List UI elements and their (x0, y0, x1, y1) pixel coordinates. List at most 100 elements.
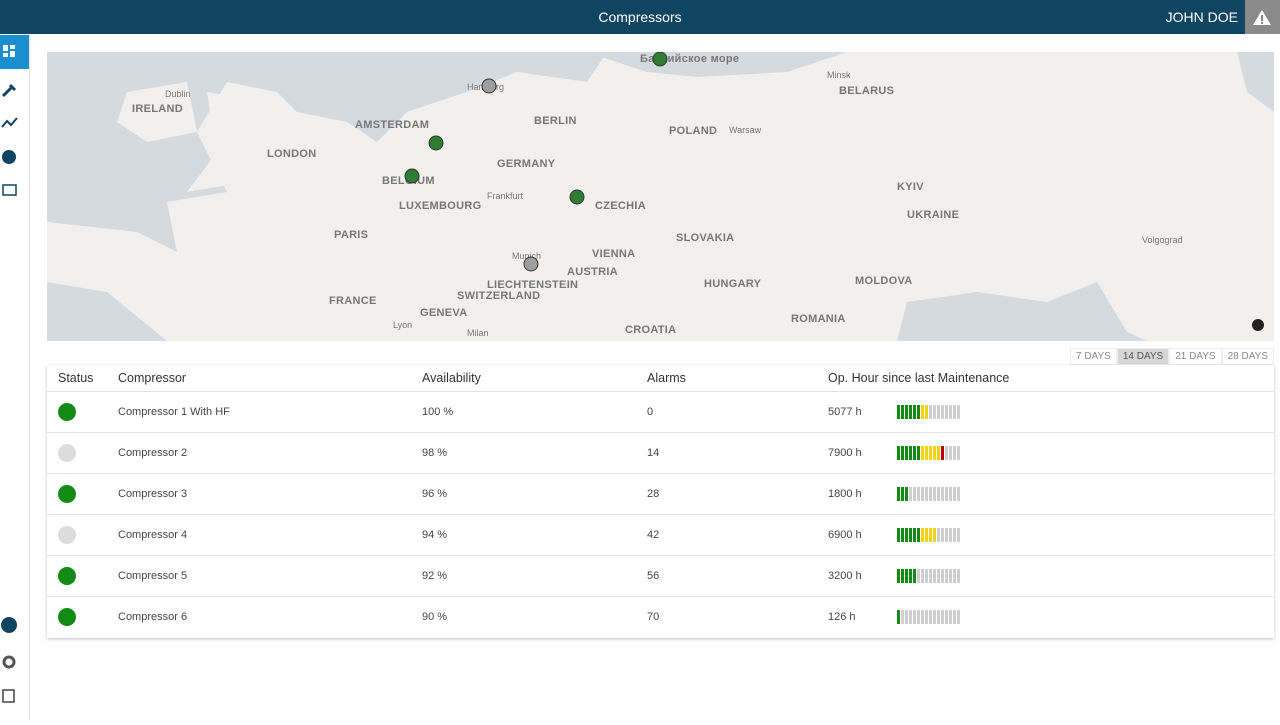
map-marker[interactable] (652, 52, 668, 67)
nav-brand[interactable] (1, 617, 17, 633)
map-label: AUSTRIA (567, 266, 618, 278)
bar-segment (933, 569, 936, 583)
alert-button[interactable] (1245, 0, 1280, 34)
bar-segment (925, 487, 928, 501)
bar-segment (897, 610, 900, 624)
map-label: CROATIA (625, 324, 676, 336)
bar-segment (937, 569, 940, 583)
bar-segment (929, 487, 932, 501)
bar-segment (957, 610, 960, 624)
bar-segment (945, 446, 948, 460)
sidebar (0, 34, 30, 720)
map[interactable]: IRELANDDublinAMSTERDAMLONDONHamburgBERLI… (47, 52, 1274, 341)
bar-segment (937, 487, 940, 501)
filter-button[interactable]: 7 DAYS (1069, 348, 1117, 365)
maintenance-bar (897, 610, 960, 624)
map-label: GENEVA (420, 307, 467, 319)
nav-messages[interactable] (2, 184, 17, 196)
bar-segment (945, 405, 948, 419)
bar-segment (949, 487, 952, 501)
bar-segment (957, 446, 960, 460)
filter-button[interactable]: 14 DAYS (1116, 348, 1170, 365)
op-hours: 5077 h (828, 406, 862, 418)
alarms: 28 (647, 488, 660, 500)
nav-reports[interactable] (2, 150, 16, 164)
map-label: HUNGARY (704, 278, 762, 290)
column-header: Availability (422, 371, 481, 385)
nav-trends[interactable] (1, 117, 18, 128)
header: Compressors JOHN DOE (0, 0, 1280, 34)
compressor-name: Compressor 4 (118, 529, 188, 541)
map-label: Warsaw (729, 125, 762, 135)
bar-segment (949, 405, 952, 419)
nav-settings[interactable] (2, 655, 16, 669)
bar-segment (949, 569, 952, 583)
bar-segment (901, 405, 904, 419)
map-label: Lyon (393, 320, 412, 330)
bar-segment (953, 528, 956, 542)
map-label: SWITZERLAND (457, 290, 540, 302)
bar-segment (941, 487, 944, 501)
map-marker[interactable] (404, 168, 420, 184)
filter-button[interactable]: 21 DAYS (1169, 348, 1222, 365)
bar-segment (945, 610, 948, 624)
bar-segment (925, 446, 928, 460)
bar-segment (905, 446, 908, 460)
bar-segment (933, 405, 936, 419)
bar-segment (933, 487, 936, 501)
bar-segment (953, 487, 956, 501)
bar-segment (953, 569, 956, 583)
availability: 94 % (422, 529, 448, 541)
bar-segment (933, 610, 936, 624)
map-label: Dublin (165, 89, 191, 99)
bar-segment (953, 405, 956, 419)
filter-button[interactable]: 28 DAYS (1221, 348, 1274, 365)
bar-segment (905, 569, 908, 583)
nav-logout[interactable] (2, 689, 15, 703)
map-label: MOLDOVA (855, 275, 913, 287)
compressor-name: Compressor 2 (118, 447, 188, 459)
alarms: 70 (647, 611, 660, 623)
op-hours: 3200 h (828, 570, 862, 582)
bar-segment (905, 487, 908, 501)
bar-segment (917, 487, 920, 501)
alarms: 56 (647, 570, 660, 582)
table-row: Compressor 2 98 % 14 7900 h (47, 432, 1274, 474)
bar-segment (901, 446, 904, 460)
bar-segment (957, 487, 960, 501)
maintenance-bar (897, 528, 960, 542)
bar-segment (909, 405, 912, 419)
bar-segment (917, 405, 920, 419)
user-name[interactable]: JOHN DOE (1165, 9, 1238, 25)
status-dot (58, 526, 76, 544)
bar-segment (917, 569, 920, 583)
nav-maintenance[interactable] (1, 83, 17, 98)
op-hours: 7900 h (828, 447, 862, 459)
map-label: PARIS (334, 229, 368, 241)
page-title: Compressors (598, 9, 682, 25)
bar-segment (913, 528, 916, 542)
bar-segment (913, 446, 916, 460)
status-dot (58, 608, 76, 626)
map-label: Frankfurt (487, 191, 524, 201)
map-label: IRELAND (132, 103, 183, 115)
column-header: Compressor (118, 371, 187, 385)
map-marker[interactable] (428, 135, 444, 151)
map-marker[interactable] (523, 256, 539, 272)
bar-segment (945, 528, 948, 542)
bar-segment (953, 610, 956, 624)
bar-segment (905, 610, 908, 624)
bar-segment (929, 528, 932, 542)
availability: 100 % (422, 406, 454, 418)
column-header: Alarms (647, 371, 686, 385)
bar-segment (917, 528, 920, 542)
bar-segment (937, 405, 940, 419)
bar-segment (933, 528, 936, 542)
map-marker[interactable] (569, 189, 585, 205)
bar-segment (909, 446, 912, 460)
map-marker[interactable] (481, 78, 497, 94)
maintenance-bar (897, 405, 960, 419)
map-label: BELARUS (839, 85, 894, 97)
bar-segment (941, 528, 944, 542)
